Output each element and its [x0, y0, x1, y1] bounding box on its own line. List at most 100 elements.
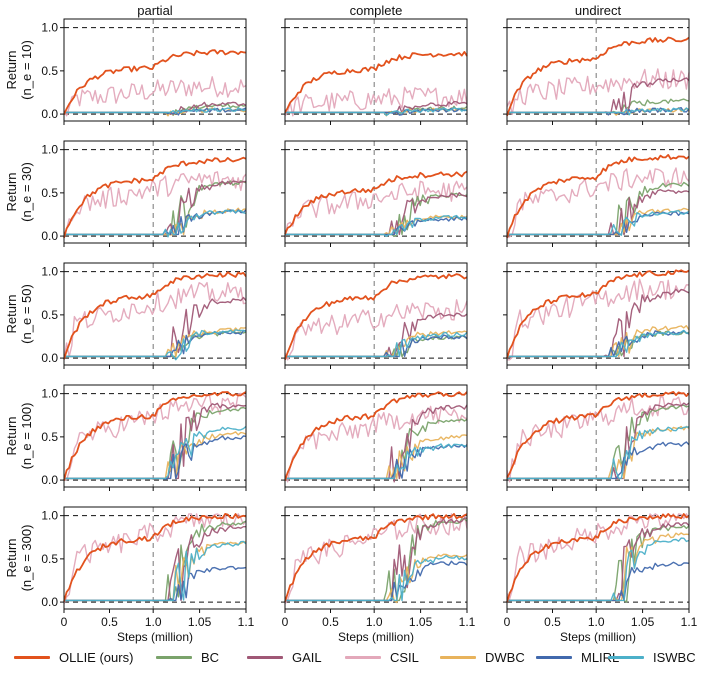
x-tick-label: 1.1	[238, 615, 255, 629]
x-axis-label: Steps (million)	[560, 630, 636, 644]
series-line-csil	[63, 513, 247, 605]
y-tick-label: 1.0	[41, 265, 58, 279]
series-line-mlirl	[285, 443, 468, 480]
series-line-iswbc	[507, 210, 690, 236]
series-line-ollie-ours-	[63, 513, 247, 602]
series-line-iswbc	[64, 425, 247, 480]
y-tick-label: 0.5	[41, 430, 58, 444]
legend-label-csil: CSIL	[390, 649, 419, 665]
series-line-gail	[507, 288, 690, 358]
x-tick-label: 1.1	[459, 615, 476, 629]
column-title-undirect: undirect	[575, 3, 622, 18]
y-tick-label: 0.0	[41, 107, 58, 121]
axes-frame	[284, 140, 468, 244]
x-tick-label: 1.05	[188, 615, 212, 629]
series-line-dwbc	[64, 327, 247, 358]
series-line-ollie-ours-	[506, 391, 690, 478]
series-line-iswbc	[285, 331, 468, 358]
axes-frame	[284, 506, 468, 610]
series-line-csil	[506, 68, 690, 116]
series-line-ollie-ours-	[284, 51, 468, 114]
axes-frame	[284, 262, 468, 366]
axes-frame	[506, 140, 690, 244]
y-tick-label: 0.5	[41, 308, 58, 322]
series-line-mlirl	[285, 216, 468, 236]
series-line-mlirl	[64, 435, 247, 480]
x-tick-label: 1.0	[366, 615, 383, 629]
row-label-ne: (n_e = 30)	[19, 162, 34, 222]
x-tick-label: 0.5	[322, 615, 339, 629]
series-line-bc	[64, 180, 247, 236]
legend-swatch-iswbc	[608, 655, 644, 659]
axes-frame	[63, 384, 247, 488]
series-line-gail	[64, 180, 247, 236]
series-line-dwbc	[285, 434, 468, 480]
row-label-return: Return	[4, 50, 19, 89]
legend-swatch-ollie	[14, 655, 50, 659]
axes-frame	[284, 384, 468, 488]
series-line-iswbc	[64, 540, 247, 602]
series-line-ollie-ours-	[63, 156, 247, 239]
series-line-mlirl	[507, 561, 690, 602]
series-line-csil	[506, 513, 690, 600]
series-line-iswbc	[285, 443, 468, 480]
series-line-csil	[63, 76, 247, 117]
y-tick-label: 1.0	[41, 387, 58, 401]
series-line-gail	[507, 522, 690, 602]
series-line-iswbc	[507, 537, 690, 602]
axes-frame	[63, 262, 247, 366]
series-line-bc	[285, 518, 468, 602]
series-line-mlirl	[64, 565, 247, 602]
y-tick-label: 1.0	[41, 143, 58, 157]
series-line-mlirl	[285, 334, 468, 358]
legend-label-ollie: OLLIE (ours)	[59, 649, 134, 665]
axes-frame	[506, 506, 690, 610]
series-line-dwbc	[507, 532, 690, 602]
x-tick-label: 1.05	[409, 615, 433, 629]
series-line-csil	[284, 299, 468, 361]
series-line-ollie-ours-	[284, 273, 468, 361]
row-label-return: Return	[4, 172, 19, 211]
series-line-dwbc	[285, 553, 468, 604]
legend-item-mlirl: MLIRL	[536, 645, 619, 669]
x-tick-label: 1.1	[681, 615, 698, 629]
y-tick-label: 0.0	[41, 595, 58, 609]
series-line-iswbc	[64, 107, 247, 114]
legend-label-iswbc: ISWBC	[653, 649, 696, 665]
legend-item-csil: CSIL	[345, 645, 419, 669]
legend-item-gail: GAIL	[247, 645, 322, 669]
legend-swatch-dwbc	[440, 655, 476, 659]
row-label-0: Return (n_e = 10)	[4, 40, 34, 100]
series-line-csil	[506, 167, 690, 239]
legend-swatch-bc	[156, 655, 192, 659]
legend-swatch-mlirl	[536, 655, 572, 659]
series-line-ollie-ours-	[506, 513, 690, 603]
series-line-csil	[63, 392, 247, 481]
row-label-1: Return (n_e = 30)	[4, 162, 34, 222]
legend-label-bc: BC	[201, 649, 220, 665]
x-tick-label: 0	[61, 615, 68, 629]
x-tick-label: 1.0	[588, 615, 605, 629]
legend-item-ollie: OLLIE (ours)	[14, 645, 133, 669]
series-line-csil	[63, 171, 247, 239]
series-line-ollie-ours-	[63, 271, 247, 360]
x-tick-label: 0	[504, 615, 511, 629]
series-line-iswbc	[64, 209, 247, 238]
x-axis-label: Steps (million)	[338, 630, 414, 644]
series-line-ollie-ours-	[506, 269, 690, 359]
series-line-gail	[64, 525, 246, 602]
row-label-3: Return (n_e = 100)	[4, 403, 34, 470]
row-label-return: Return	[4, 538, 19, 577]
series-line-ollie-ours-	[506, 36, 690, 117]
legend-label-dwbc: DWBC	[485, 649, 525, 665]
row-label-ne: (n_e = 300)	[19, 525, 34, 592]
column-title-complete: complete	[350, 3, 403, 18]
y-tick-label: 0.0	[41, 473, 58, 487]
axes-frame	[63, 140, 247, 244]
y-tick-label: 1.0	[41, 509, 58, 523]
y-tick-label: 0.0	[41, 351, 58, 365]
series-line-dwbc	[507, 425, 690, 480]
legend-swatch-gail	[247, 655, 283, 659]
x-tick-label: 1.0	[145, 615, 162, 629]
